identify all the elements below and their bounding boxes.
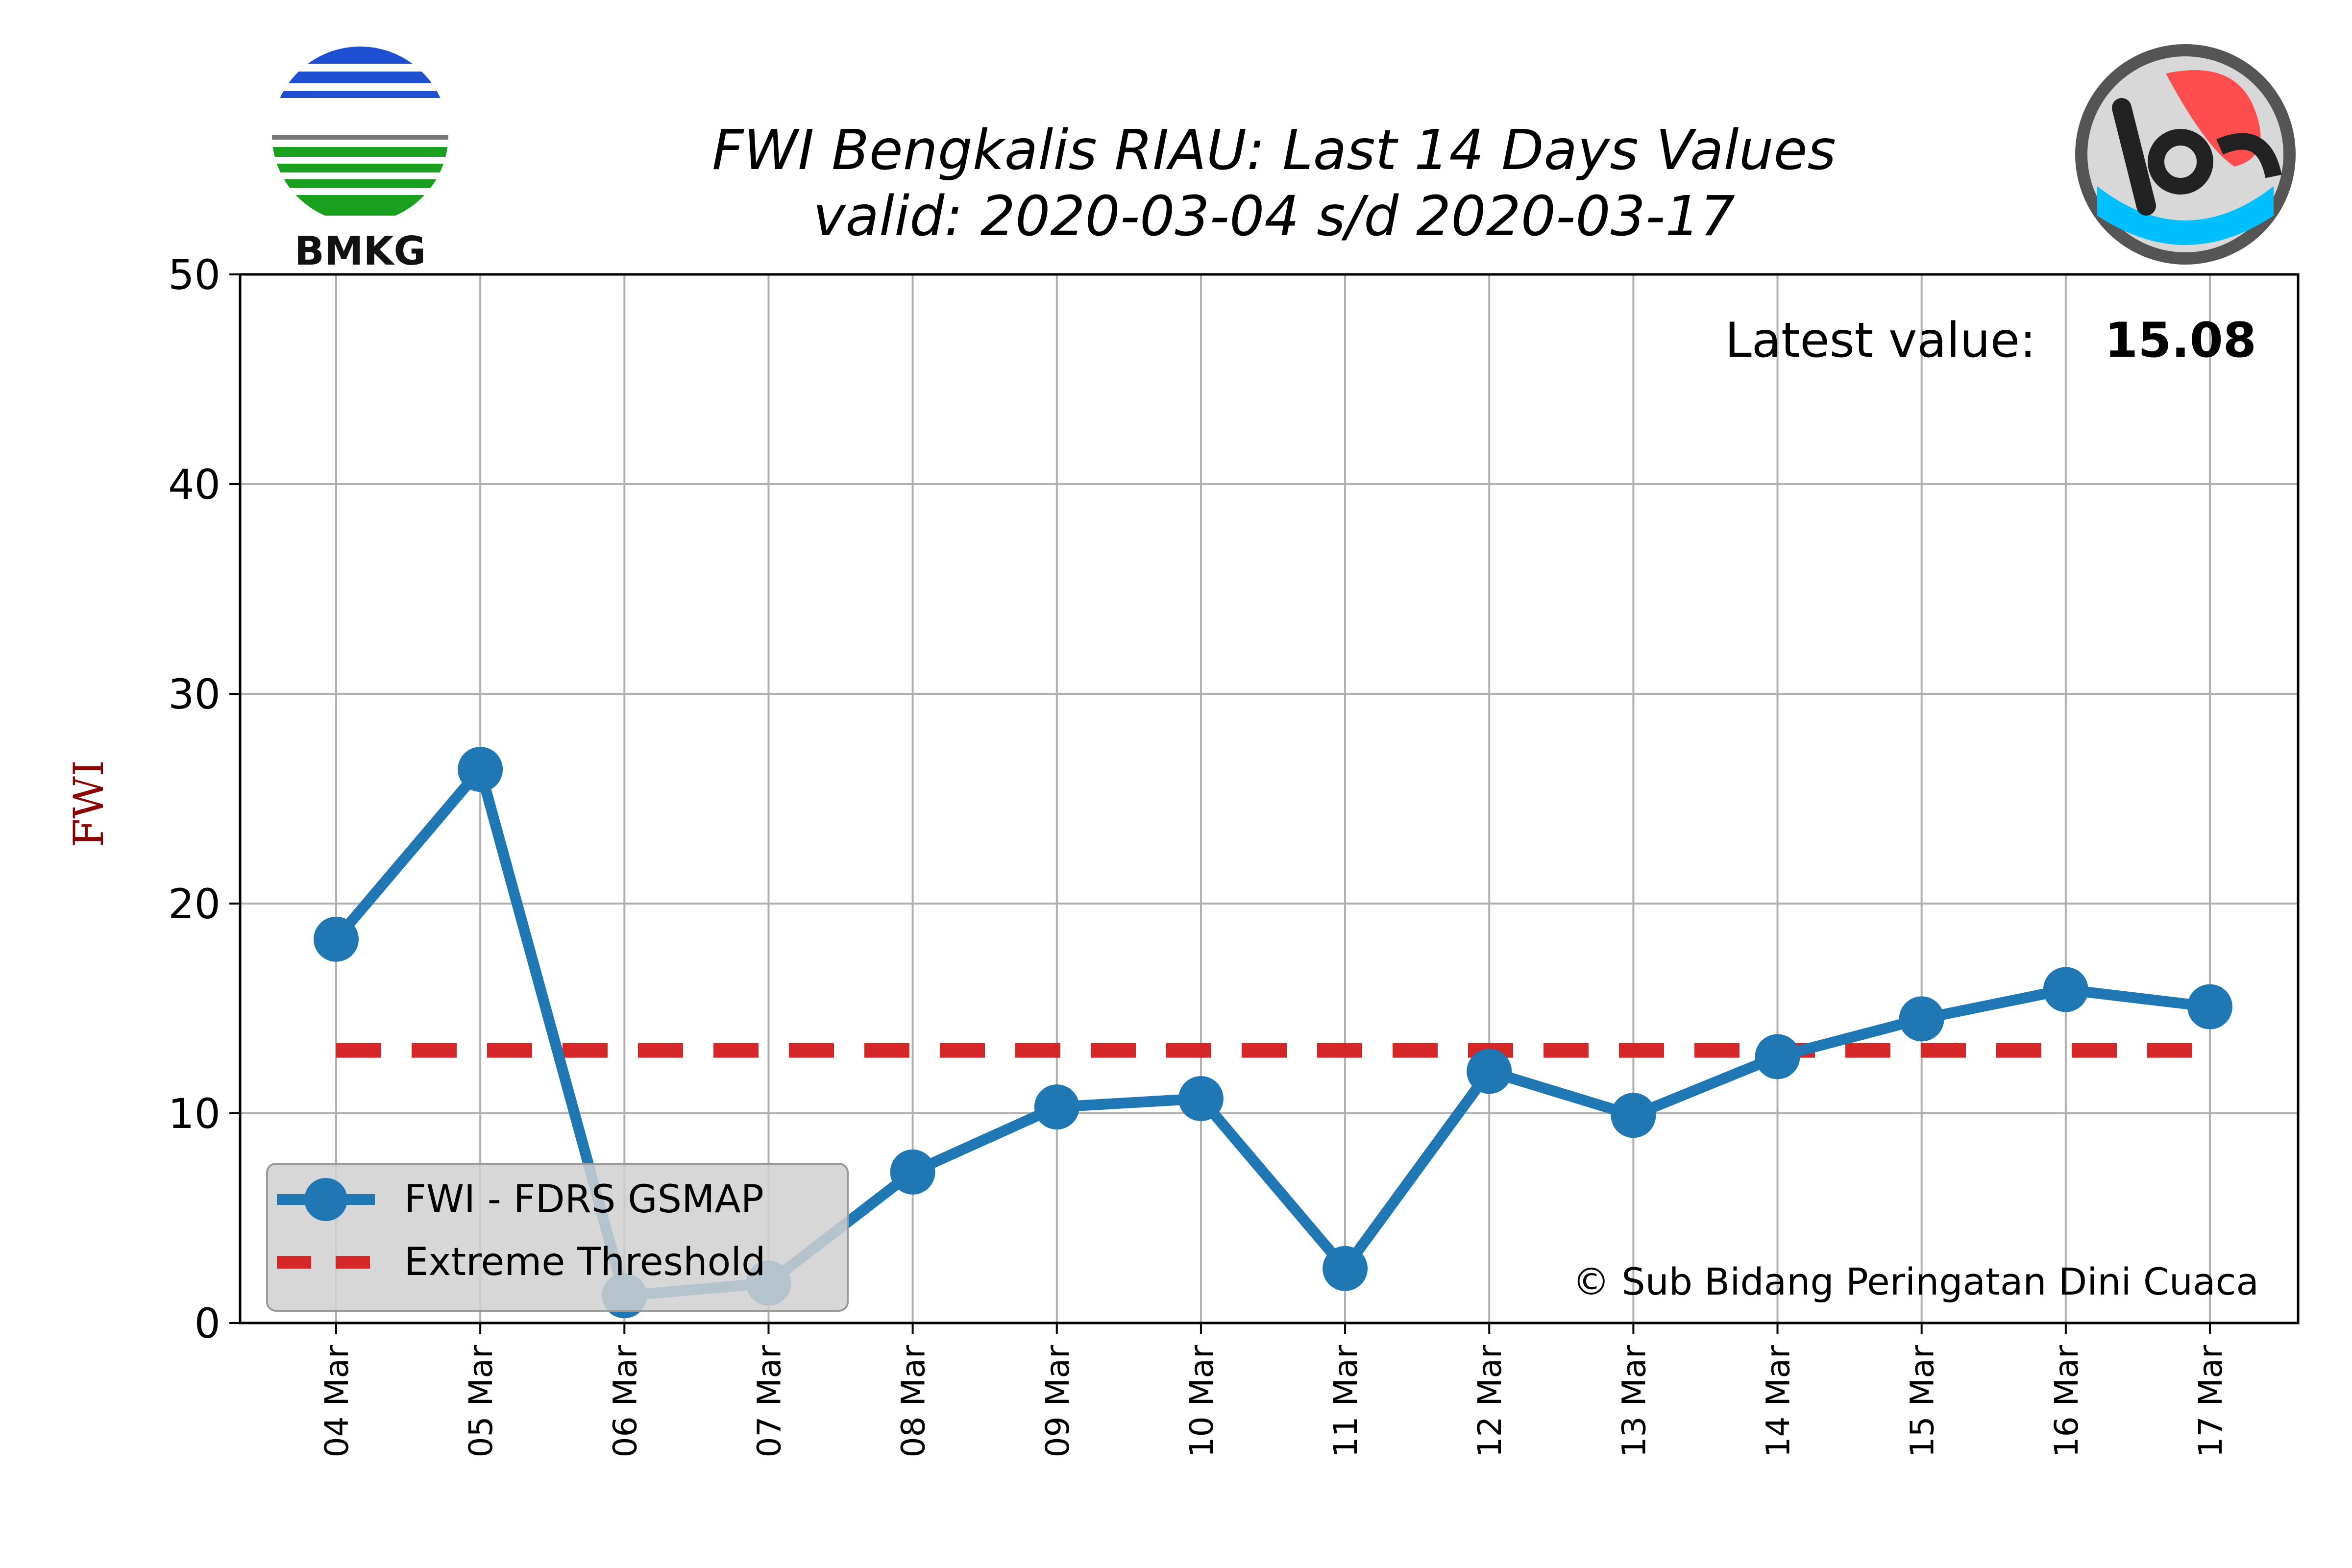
x-tick-label: 14 Mar — [1760, 1345, 1797, 1457]
bmkg-logo-icon: BMKG — [272, 47, 448, 274]
fwi-data-point — [314, 916, 359, 962]
legend-series-label: FWI - FDRS GSMAP — [404, 1177, 764, 1222]
x-tick-label: 11 Mar — [1327, 1345, 1365, 1457]
latest-value-number: 15.08 — [2105, 313, 2256, 368]
y-axis-ticks: 0 10 20 30 40 50 — [168, 251, 240, 1348]
y-tick-label: 10 — [168, 1090, 220, 1138]
y-axis-label: FWI — [65, 760, 113, 847]
fwi-data-point — [1323, 1246, 1368, 1291]
fwi-data-point — [458, 747, 503, 792]
x-tick-label: 09 Mar — [1039, 1345, 1077, 1457]
fwi-data-point — [2187, 984, 2232, 1029]
plot-frame — [239, 273, 2300, 1324]
y-tick-label: 50 — [168, 251, 220, 299]
x-tick-label: 17 Mar — [2192, 1345, 2230, 1457]
bmkg-logo-text: BMKG — [294, 228, 426, 274]
fwi-data-point — [1178, 1076, 1224, 1122]
chart-title-line1: FWI Bengkalis RIAU: Last 14 Days Values — [712, 119, 1836, 182]
x-tick-label: 15 Mar — [1904, 1345, 1941, 1457]
fwi-data-point — [1467, 1049, 1512, 1094]
y-tick-label: 30 — [168, 670, 220, 718]
pdc-logo-icon — [2075, 44, 2296, 265]
y-tick-label: 20 — [168, 880, 220, 928]
x-tick-label: 05 Mar — [462, 1345, 500, 1457]
fwi-data-point — [1755, 1034, 1800, 1079]
chart-title-line2: valid: 2020-03-04 s/d 2020-03-17 — [813, 185, 1735, 248]
x-tick-label: 12 Mar — [1471, 1345, 1509, 1457]
x-tick-label: 10 Mar — [1183, 1345, 1221, 1457]
fwi-data-point — [1034, 1084, 1079, 1130]
fwi-data-point — [1611, 1093, 1656, 1138]
legend-threshold-label: Extreme Threshold — [404, 1240, 766, 1284]
y-tick-label: 40 — [168, 461, 220, 509]
latest-value-label: Latest value: — [1725, 313, 2036, 368]
x-axis-ticks: 04 Mar 05 Mar 06 Mar 07 Mar 08 Mar 09 Mar 10 M… — [318, 1323, 2230, 1458]
x-tick-label: 08 Mar — [895, 1345, 932, 1457]
x-tick-label: 16 Mar — [2048, 1345, 2085, 1457]
x-tick-label: 07 Mar — [750, 1345, 788, 1457]
fwi-data-point — [1899, 996, 1944, 1042]
x-tick-label: 13 Mar — [1615, 1345, 1653, 1457]
fwi-data-point — [890, 1149, 935, 1195]
copyright-note: © Sub Bidang Peringatan Dini Cuaca — [1572, 1260, 2259, 1303]
legend-series-marker — [304, 1178, 347, 1221]
x-tick-label: 06 Mar — [606, 1345, 644, 1457]
legend: FWI - FDRS GSMAP Extreme Threshold — [266, 1163, 849, 1312]
y-tick-label: 0 — [195, 1299, 220, 1348]
fwi-data-point — [2043, 967, 2088, 1012]
x-tick-label: 04 Mar — [318, 1345, 356, 1457]
